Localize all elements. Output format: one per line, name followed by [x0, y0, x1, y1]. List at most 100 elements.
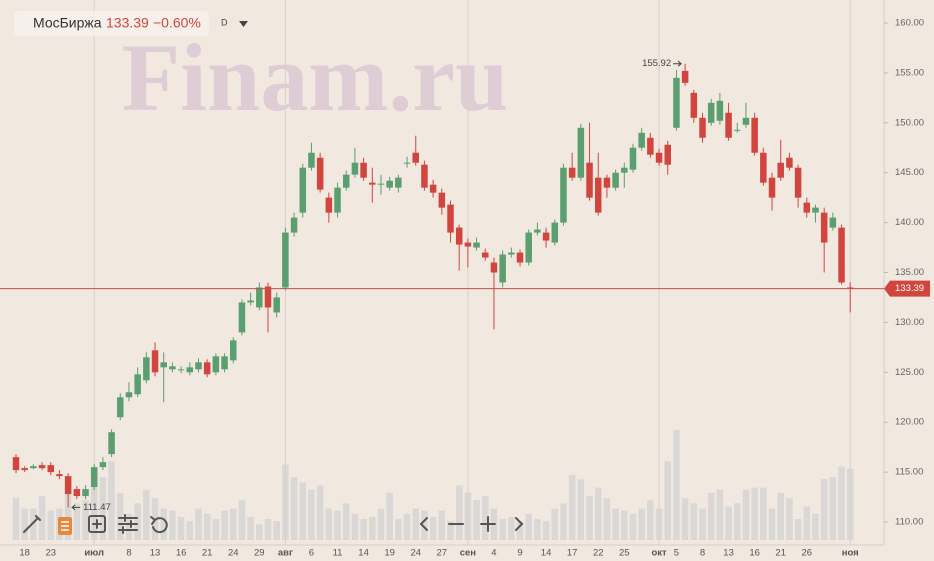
candle-body: [655, 152, 663, 163]
interval[interactable]: D: [221, 17, 228, 27]
undo-tool[interactable]: [150, 516, 168, 534]
volume-bar: [455, 485, 463, 540]
y-tick-label: 125.00: [895, 367, 924, 378]
candle-body: [351, 162, 359, 175]
candle-body: [603, 177, 611, 188]
candle-body: [820, 212, 828, 243]
candle-body: [151, 350, 159, 373]
y-tick-label: 145.00: [895, 167, 924, 178]
candle-body: [412, 152, 419, 163]
candle-body: [794, 167, 802, 198]
interval-dropdown[interactable]: [239, 21, 248, 27]
price-change: −0.60%: [153, 15, 201, 31]
volume-bar: [699, 508, 706, 540]
candle-body: [90, 467, 98, 488]
candle-body: [195, 362, 202, 370]
add-icon: [92, 519, 102, 529]
volume-bar: [38, 496, 46, 540]
candle-body: [490, 262, 498, 273]
toolbar: [23, 514, 524, 535]
volume-bar: [256, 524, 263, 540]
volume-bar: [412, 508, 419, 540]
y-tick-label: 150.00: [895, 117, 924, 128]
volume-bar: [725, 506, 732, 540]
max-arrow: [673, 60, 682, 67]
scroll-left[interactable]: [419, 517, 428, 531]
x-tick-label: 25: [619, 548, 630, 559]
volume-bar: [768, 508, 776, 540]
x-tick-label: 16: [749, 548, 760, 559]
volume-bar: [794, 519, 802, 540]
volume-bar: [664, 461, 671, 540]
candle-body: [56, 474, 63, 477]
candle-body: [838, 227, 845, 283]
candle-body: [395, 177, 402, 188]
volume-bar: [586, 496, 593, 540]
draw-tool[interactable]: [23, 515, 41, 533]
candle-body: [21, 468, 28, 471]
volume-bar: [30, 508, 37, 540]
x-tick-label: окт: [651, 548, 667, 559]
x-tick-label: 16: [176, 548, 187, 559]
y-tick-label: 160.00: [895, 17, 924, 28]
volume-bar: [612, 508, 619, 540]
volume-bar: [707, 492, 715, 540]
candle-body: [290, 217, 298, 233]
volume-bar: [742, 489, 750, 540]
candle-body: [230, 340, 237, 361]
volume-bar: [369, 516, 376, 540]
y-tick-label: 135.00: [895, 267, 924, 278]
candle-body: [238, 302, 246, 333]
x-tick-label: 9: [517, 548, 522, 559]
candle-body: [316, 157, 324, 190]
candle-body: [803, 202, 811, 213]
volume-bar: [421, 510, 428, 540]
x-tick-label: 22: [593, 548, 604, 559]
y-tick-label: 120.00: [895, 417, 924, 428]
volume-bar: [473, 500, 480, 540]
x-tick-label: 27: [437, 548, 448, 559]
last-price: 133.39: [106, 15, 149, 31]
x-tick-label: июл: [84, 548, 104, 559]
volume-bar: [734, 503, 741, 540]
x-tick-label: 6: [309, 548, 314, 559]
volume-bar: [221, 510, 228, 540]
volume-bar: [629, 513, 637, 540]
volume-bar: [351, 513, 359, 540]
volume-bar: [673, 430, 680, 540]
volume-bar: [134, 503, 141, 540]
volume-bar: [212, 519, 220, 540]
candle-body: [707, 102, 715, 123]
candle-body: [664, 144, 671, 165]
candle-body: [108, 432, 115, 455]
scroll-right[interactable]: [515, 517, 524, 531]
volume-bar: [447, 521, 454, 540]
candle-body: [169, 366, 176, 370]
volume-bar: [829, 477, 837, 540]
volume-bar: [195, 508, 202, 540]
y-tick-label: 115.00: [895, 467, 923, 478]
volume-bar: [395, 519, 402, 540]
settings-tool[interactable]: [118, 514, 138, 534]
volume-bar: [290, 477, 298, 540]
candle-body: [177, 369, 185, 371]
volume-bar: [542, 521, 550, 540]
volume-bar: [377, 508, 385, 540]
max-label: 155.92: [642, 58, 671, 69]
candle-body: [846, 287, 854, 289]
x-tick-label: 21: [202, 548, 213, 559]
notes-icon: [61, 521, 69, 531]
candle-body: [621, 167, 628, 173]
volume-bar: [803, 506, 811, 540]
candle-body: [438, 192, 446, 208]
add-indicator[interactable]: [88, 515, 106, 533]
candle-body: [186, 367, 194, 373]
candle-body: [629, 147, 637, 170]
candle-body: [612, 172, 619, 188]
volume-bar: [264, 519, 272, 540]
volume-bar: [238, 500, 246, 540]
x-tick-label: 11: [333, 548, 343, 559]
zoom-in[interactable]: [480, 516, 496, 532]
candle-body: [342, 174, 350, 188]
volume-bar: [603, 498, 611, 540]
